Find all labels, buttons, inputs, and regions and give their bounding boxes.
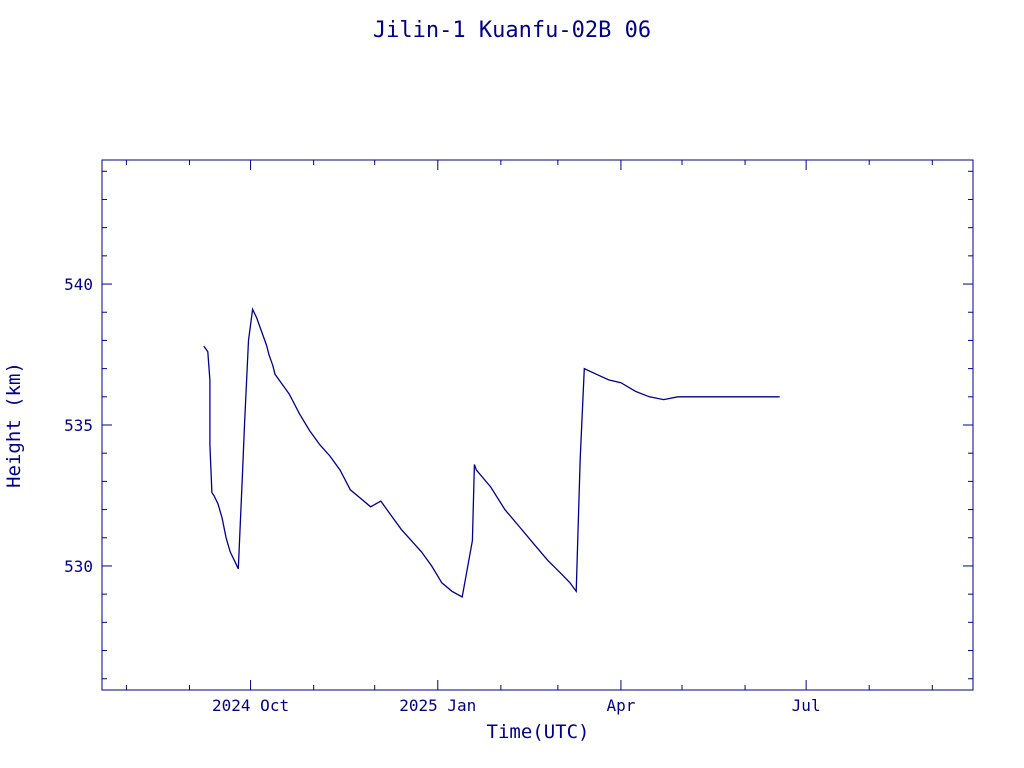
plot-frame xyxy=(101,159,974,691)
x-tick-label: 2025 Jan xyxy=(399,696,476,715)
height-series-line xyxy=(203,307,780,599)
x-tick-label: 2024 Oct xyxy=(212,696,289,715)
chart-title: Jilin-1 Kuanfu-02B 06 xyxy=(373,18,651,43)
y-tick-label: 535 xyxy=(64,416,93,435)
x-tick-label: Apr xyxy=(606,696,635,715)
tick-labels: 2024 Oct 2025 Jan Apr Jul 530 535 540 xyxy=(64,275,820,715)
y-tick-label: 530 xyxy=(64,557,93,576)
y-axis-label: Height (km) xyxy=(3,362,25,488)
y-tick-label: 540 xyxy=(64,275,93,294)
axis-ticks xyxy=(102,160,973,690)
x-axis-label: Time(UTC) xyxy=(487,721,590,743)
x-tick-label: Jul xyxy=(792,696,821,715)
